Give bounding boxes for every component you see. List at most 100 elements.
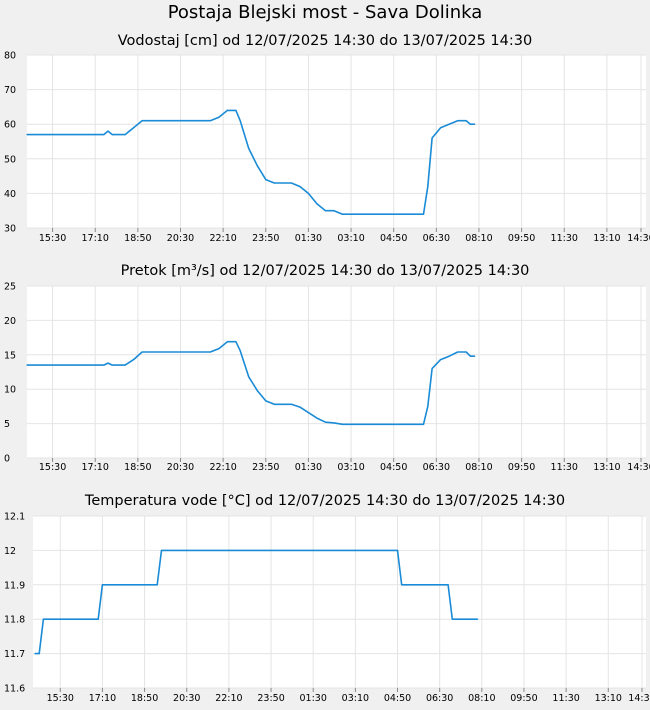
data-point — [316, 203, 318, 205]
data-point — [273, 403, 275, 405]
x-tick-label: 20:30 — [167, 462, 194, 473]
data-point — [299, 406, 301, 408]
data-point — [97, 618, 99, 620]
data-point — [26, 364, 28, 366]
x-tick-label: 03:10 — [337, 233, 364, 244]
data-point — [209, 351, 211, 353]
data-point — [160, 549, 163, 552]
data-point — [226, 109, 229, 111]
data-point — [124, 133, 126, 136]
x-tick-label: 13:10 — [593, 462, 620, 473]
x-tick-label: 13:10 — [595, 693, 622, 704]
data-point — [431, 367, 433, 370]
data-point — [427, 405, 429, 407]
x-tick-label: 14:30 — [627, 233, 650, 244]
data-point — [34, 653, 36, 655]
x-tick-label: 17:10 — [89, 693, 116, 704]
x-tick-label: 06:30 — [426, 693, 453, 704]
y-tick-label: 80 — [4, 51, 16, 62]
data-point — [239, 120, 241, 122]
data-point — [324, 421, 327, 423]
data-point — [307, 411, 310, 414]
x-tick-label: 06:30 — [423, 233, 450, 244]
x-tick-label: 09:50 — [508, 462, 535, 473]
data-point — [111, 364, 113, 366]
data-point — [316, 417, 318, 419]
data-point — [333, 210, 335, 212]
data-point — [431, 137, 433, 139]
data-point — [111, 133, 113, 136]
y-tick-label: 12 — [4, 546, 16, 557]
x-tick-label: 23:50 — [252, 233, 279, 244]
x-tick-label: 08:10 — [465, 233, 492, 244]
data-point — [474, 123, 476, 125]
data-point — [107, 362, 109, 364]
y-tick-label: 11.8 — [4, 615, 25, 626]
data-point — [396, 549, 399, 552]
x-tick-label: 11:30 — [552, 693, 579, 704]
y-tick-label: 11.7 — [4, 649, 25, 660]
data-point — [333, 422, 335, 424]
x-tick-label: 08:10 — [468, 693, 495, 704]
data-point — [248, 376, 250, 378]
data-point — [235, 341, 237, 343]
data-point — [265, 178, 267, 181]
data-point — [141, 120, 143, 122]
x-tick-label: 23:50 — [252, 462, 279, 473]
y-tick-label: 11.6 — [4, 684, 25, 695]
data-point — [307, 192, 310, 194]
x-tick-label: 18:50 — [124, 462, 151, 473]
data-point — [469, 123, 472, 125]
x-tick-label: 01:30 — [300, 693, 327, 704]
x-tick-label: 17:10 — [82, 233, 109, 244]
x-tick-label: 04:50 — [380, 462, 407, 473]
data-point — [439, 127, 442, 129]
y-tick-label: 5 — [4, 419, 10, 430]
data-point — [132, 127, 135, 129]
data-point — [457, 120, 459, 122]
x-tick-label: 11:30 — [551, 462, 578, 473]
data-point — [427, 185, 429, 188]
y-tick-label: 40 — [4, 189, 16, 200]
x-tick-label: 20:30 — [167, 233, 194, 244]
x-tick-label: 22:10 — [215, 693, 242, 704]
data-point — [26, 133, 28, 136]
x-tick-label: 13:10 — [593, 233, 620, 244]
data-point — [248, 147, 250, 150]
data-point — [341, 423, 344, 425]
data-point — [477, 618, 479, 620]
data-point — [474, 355, 476, 357]
x-tick-label: 14:30 — [627, 462, 650, 473]
chart-title: Vodostaj [cm] od 12/07/2025 14:30 do 13/… — [118, 33, 532, 49]
data-point — [124, 364, 126, 366]
y-tick-label: 60 — [4, 120, 16, 131]
x-tick-label: 17:10 — [82, 462, 109, 473]
data-point — [226, 341, 229, 343]
data-point — [38, 653, 40, 655]
x-tick-label: 04:50 — [384, 693, 411, 704]
x-tick-label: 09:50 — [508, 233, 535, 244]
x-tick-label: 23:50 — [257, 693, 284, 704]
plot-area — [27, 55, 646, 228]
data-point — [101, 584, 104, 586]
data-point — [299, 185, 301, 188]
page-title: Postaja Blejski most - Sava Dolinka — [167, 2, 483, 23]
data-point — [103, 364, 105, 366]
data-point — [469, 355, 472, 357]
y-tick-label: 11.9 — [4, 580, 25, 591]
data-point — [324, 210, 327, 212]
y-tick-label: 25 — [4, 282, 16, 293]
x-tick-label: 01:30 — [295, 233, 322, 244]
data-point — [465, 351, 467, 353]
data-point — [256, 165, 258, 167]
series-line — [35, 549, 478, 655]
y-tick-label: 50 — [4, 154, 16, 165]
y-tick-label: 20 — [4, 316, 16, 327]
data-point — [42, 618, 45, 620]
x-tick-label: 03:10 — [342, 693, 369, 704]
data-point — [422, 423, 425, 425]
x-tick-label: 11:30 — [551, 233, 578, 244]
data-point — [451, 618, 453, 620]
